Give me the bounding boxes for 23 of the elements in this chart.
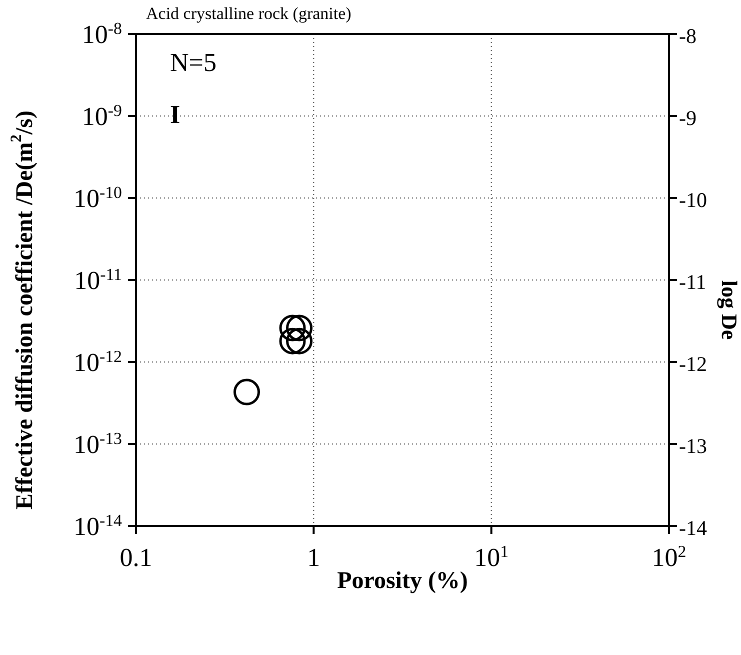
x-tick-label: 0.1 <box>120 543 152 572</box>
y2-tick-label: -10 <box>679 188 707 212</box>
y-tick-label: 10$^{-11}$ <box>74 264 122 295</box>
y-tick-label: 10$^{-10}$ <box>73 182 122 213</box>
annotation: N=5 <box>170 48 216 78</box>
x-axis-title: Porosity (%) <box>337 568 468 594</box>
y2-tick-label: -14 <box>679 516 708 540</box>
y2-axis-title: log De <box>716 280 741 340</box>
annotation: I <box>170 100 180 130</box>
x-tick-label: 1 <box>307 543 320 572</box>
y2-tick-label: -11 <box>679 270 706 294</box>
x-tick-label: 10$^{2}$ <box>652 542 686 572</box>
y-tick-label: 10$^{-9}$ <box>82 100 122 131</box>
y2-tick-label: -9 <box>679 106 696 130</box>
y-tick-label: 10$^{-14}$ <box>73 510 123 541</box>
y-tick-label: 10$^{-12}$ <box>73 346 122 377</box>
y2-tick-label: -12 <box>679 352 707 376</box>
x-tick-label: 10$^{1}$ <box>474 542 509 572</box>
chart-title: Acid crystalline rock (granite) <box>146 4 352 24</box>
y2-tick-label: -13 <box>679 434 707 458</box>
y2-tick-label: -8 <box>679 24 696 48</box>
y-tick-label: 10$^{-8}$ <box>82 18 122 49</box>
y-tick-label: 10$^{-13}$ <box>73 428 122 459</box>
